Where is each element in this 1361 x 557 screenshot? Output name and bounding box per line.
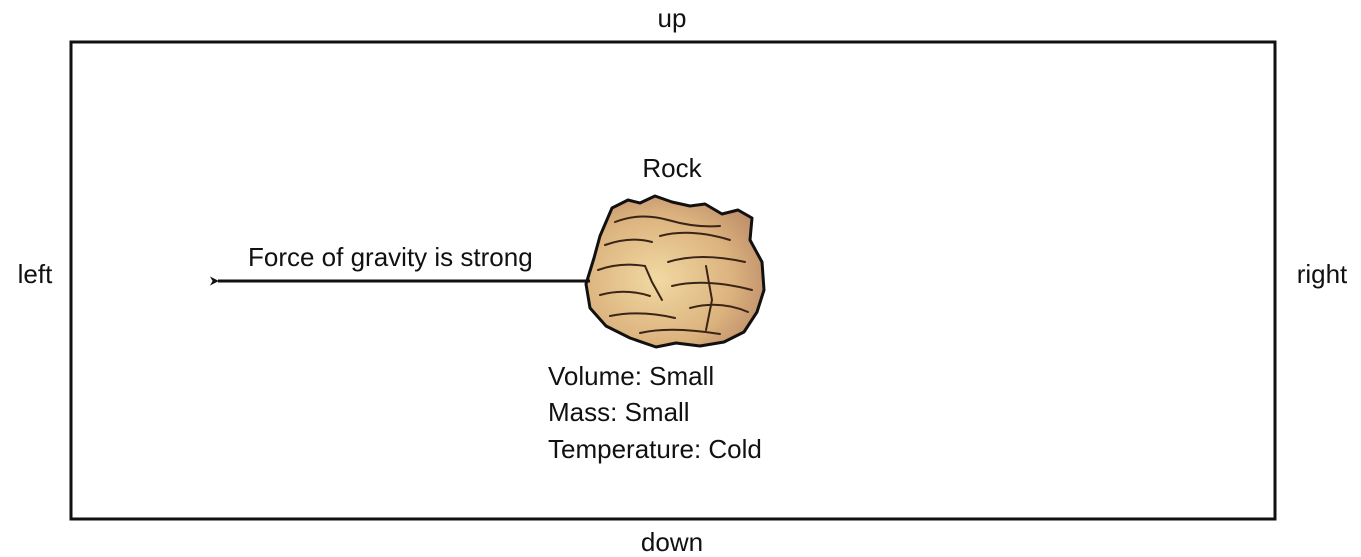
rock-illustration	[586, 196, 764, 347]
property: Volume: Small	[548, 361, 714, 391]
force-label: Force of gravity is strong	[248, 242, 533, 272]
object-label: Rock	[642, 153, 702, 183]
property: Mass: Small	[548, 397, 690, 427]
property: Temperature: Cold	[548, 434, 762, 464]
direction-right: right	[1297, 259, 1348, 289]
direction-down: down	[641, 527, 703, 557]
direction-left: left	[18, 259, 53, 289]
diagram: up down left right Rock Force of gravity…	[0, 0, 1361, 557]
direction-up: up	[658, 3, 687, 33]
